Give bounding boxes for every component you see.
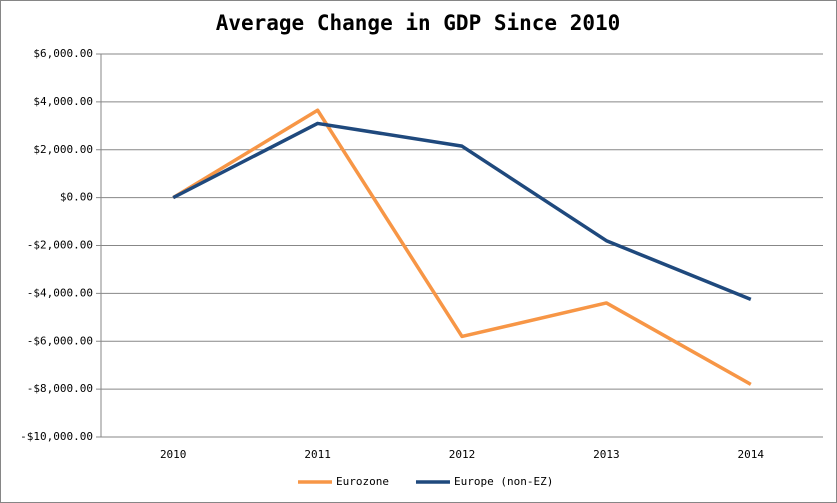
y-tick-label: $0.00 (60, 191, 93, 204)
y-tick-label: $2,000.00 (33, 143, 93, 156)
x-tick-label: 2014 (738, 448, 765, 461)
y-tick-label: -$4,000.00 (27, 286, 93, 299)
y-tick-label: $4,000.00 (33, 95, 93, 108)
y-tick-label: -$6,000.00 (27, 334, 93, 347)
y-tick-label: -$8,000.00 (27, 382, 93, 395)
x-tick-label: 2012 (449, 448, 476, 461)
x-tick-label: 2013 (593, 448, 620, 461)
legend-label: Europe (non-EZ) (454, 475, 553, 488)
series-line (172, 108, 752, 386)
y-tick-label: -$10,000.00 (20, 430, 93, 443)
y-tick-label: -$2,000.00 (27, 239, 93, 252)
chart-title: Average Change in GDP Since 2010 (216, 11, 621, 35)
series-line (172, 121, 752, 301)
legend-label: Eurozone (336, 475, 389, 488)
y-tick-label: $6,000.00 (33, 47, 93, 60)
x-tick-label: 2010 (160, 448, 187, 461)
x-tick-label: 2011 (304, 448, 331, 461)
